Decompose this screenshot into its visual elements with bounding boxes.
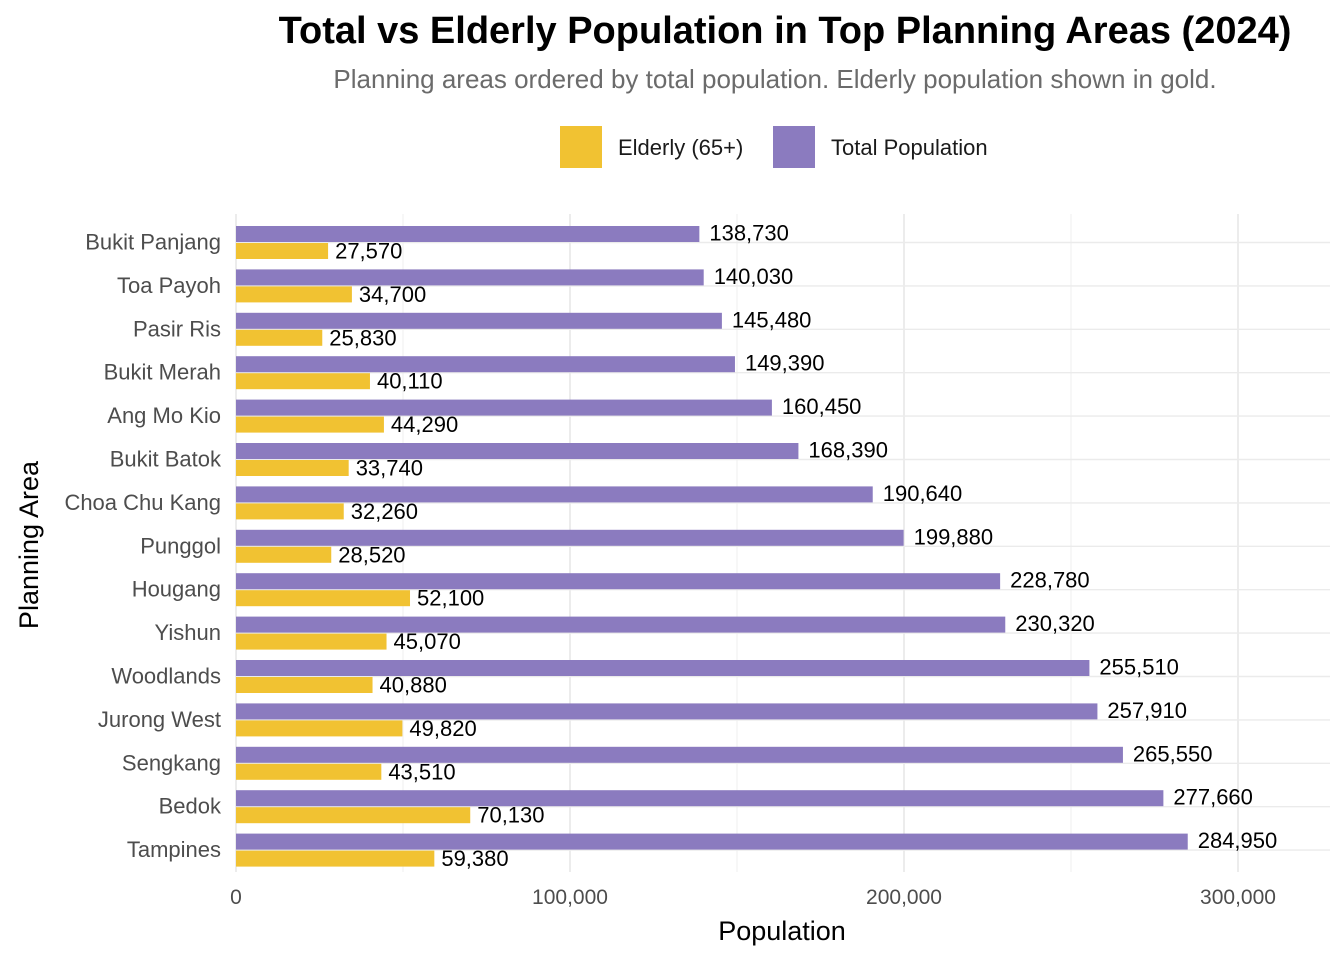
y-tick-label: Punggol bbox=[140, 533, 221, 558]
bar-elderly[interactable] bbox=[236, 633, 387, 650]
data-label-elderly: 49,820 bbox=[409, 716, 476, 741]
data-label-total: 277,660 bbox=[1173, 785, 1253, 810]
data-label-elderly: 28,520 bbox=[338, 542, 405, 567]
bar-elderly[interactable] bbox=[236, 590, 411, 607]
data-label-elderly: 44,290 bbox=[391, 412, 458, 437]
y-tick-label: Jurong West bbox=[98, 707, 221, 732]
x-tick-label: 300,000 bbox=[1200, 886, 1276, 909]
x-axis-title: Population bbox=[718, 916, 846, 946]
bar-total-population[interactable] bbox=[236, 833, 1188, 850]
y-tick-label: Pasir Ris bbox=[133, 316, 221, 341]
bar-elderly[interactable] bbox=[236, 416, 384, 433]
y-tick-label: Bukit Panjang bbox=[85, 230, 221, 255]
x-tick-label: 100,000 bbox=[532, 886, 608, 909]
data-label-elderly: 70,130 bbox=[477, 803, 544, 828]
data-label-total: 149,390 bbox=[745, 351, 825, 376]
data-label-elderly: 45,070 bbox=[394, 629, 461, 654]
bar-elderly[interactable] bbox=[236, 460, 349, 476]
bar-elderly[interactable] bbox=[236, 763, 382, 780]
bar-elderly[interactable] bbox=[236, 286, 352, 303]
y-tick-label: Bukit Merah bbox=[104, 360, 221, 385]
bar-elderly[interactable] bbox=[236, 373, 370, 390]
data-label-elderly: 33,740 bbox=[356, 456, 423, 481]
x-tick-label: 0 bbox=[230, 886, 242, 909]
bar-total-population[interactable] bbox=[236, 312, 722, 329]
bar-layer bbox=[236, 226, 1188, 867]
bar-elderly[interactable] bbox=[236, 329, 323, 346]
y-tick-label: Toa Payoh bbox=[117, 273, 221, 298]
bar-total-population[interactable] bbox=[236, 616, 1006, 633]
data-label-elderly: 59,380 bbox=[441, 846, 508, 871]
bar-elderly[interactable] bbox=[236, 546, 332, 563]
y-tick-label: Woodlands bbox=[111, 664, 221, 689]
data-label-total: 138,730 bbox=[709, 221, 789, 246]
data-label-total: 265,550 bbox=[1133, 741, 1213, 766]
legend-item-elderly[interactable]: Elderly (65+) bbox=[560, 126, 760, 168]
data-label-elderly: 40,110 bbox=[377, 369, 443, 394]
y-tick-label: Sengkang bbox=[122, 750, 221, 775]
data-label-total: 145,480 bbox=[732, 307, 812, 332]
bar-elderly[interactable] bbox=[236, 807, 471, 824]
bar-elderly[interactable] bbox=[236, 677, 373, 693]
bar-total-population[interactable] bbox=[236, 573, 1001, 590]
data-label-elderly: 43,510 bbox=[388, 759, 455, 784]
data-label-total: 230,320 bbox=[1015, 611, 1095, 636]
chart-legend: Elderly (65+) Total Population bbox=[0, 126, 1344, 170]
y-tick-label: Ang Mo Kio bbox=[107, 403, 221, 428]
bar-elderly[interactable] bbox=[236, 850, 435, 867]
data-label-total: 257,910 bbox=[1107, 698, 1187, 723]
y-tick-label: Tampines bbox=[127, 837, 221, 862]
bar-total-population[interactable] bbox=[236, 356, 735, 373]
data-label-total: 190,640 bbox=[883, 481, 963, 506]
axis-layer: Bukit Panjang Toa Payoh Pasir Ris Bukit Mer… bbox=[14, 230, 1276, 947]
data-label-total: 199,880 bbox=[914, 524, 994, 549]
data-label-elderly: 40,880 bbox=[380, 673, 447, 698]
data-label-elderly: 34,700 bbox=[359, 282, 426, 307]
y-axis-title: Planning Area bbox=[14, 460, 44, 629]
x-tick-label: 200,000 bbox=[866, 886, 942, 909]
legend-swatch-total bbox=[773, 126, 815, 168]
legend-label-elderly: Elderly (65+) bbox=[618, 135, 744, 160]
bar-total-population[interactable] bbox=[236, 746, 1123, 763]
data-label-total: 140,030 bbox=[714, 264, 794, 289]
bar-total-population[interactable] bbox=[236, 790, 1164, 807]
y-tick-label: Hougang bbox=[132, 577, 221, 602]
chart-title: Total vs Elderly Population in Top Plann… bbox=[278, 10, 1292, 52]
bar-elderly[interactable] bbox=[236, 243, 329, 259]
label-layer: 138,730 27,570 140,030 34,700 145,480 25,830 1… bbox=[329, 221, 1277, 872]
data-label-elderly: 27,570 bbox=[335, 239, 402, 264]
legend-swatch-elderly bbox=[560, 126, 602, 168]
bar-total-population[interactable] bbox=[236, 269, 704, 286]
chart-subtitle: Planning areas ordered by total populati… bbox=[333, 64, 1217, 94]
data-label-total: 168,390 bbox=[808, 438, 888, 463]
bar-elderly[interactable] bbox=[236, 503, 344, 520]
bar-elderly[interactable] bbox=[236, 720, 403, 737]
data-label-total: 284,950 bbox=[1198, 828, 1278, 853]
data-label-elderly: 52,100 bbox=[417, 586, 484, 611]
legend-label-total: Total Population bbox=[831, 135, 988, 160]
bar-total-population[interactable] bbox=[236, 399, 772, 416]
bar-total-population[interactable] bbox=[236, 486, 873, 503]
bar-total-population[interactable] bbox=[236, 703, 1098, 720]
y-tick-label: Choa Chu Kang bbox=[64, 490, 221, 515]
data-label-elderly: 32,260 bbox=[351, 499, 418, 524]
y-tick-label: Yishun bbox=[155, 620, 221, 645]
y-tick-label: Bukit Batok bbox=[110, 447, 222, 472]
data-label-total: 228,780 bbox=[1010, 568, 1090, 593]
data-label-total: 255,510 bbox=[1099, 655, 1179, 680]
bar-total-population[interactable] bbox=[236, 226, 700, 242]
y-tick-label: Bedok bbox=[159, 794, 222, 819]
bar-total-population[interactable] bbox=[236, 443, 799, 459]
bar-total-population[interactable] bbox=[236, 660, 1090, 676]
legend-item-total[interactable]: Total Population bbox=[773, 126, 1013, 168]
bar-total-population[interactable] bbox=[236, 529, 904, 546]
data-label-total: 160,450 bbox=[782, 394, 862, 419]
data-label-elderly: 25,830 bbox=[329, 325, 396, 350]
